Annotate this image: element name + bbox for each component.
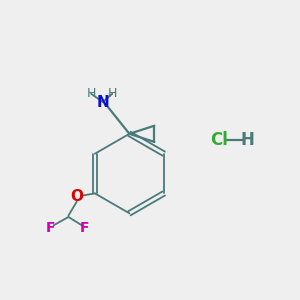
Text: O: O (70, 189, 83, 204)
Text: F: F (80, 221, 89, 235)
Text: H: H (240, 131, 254, 149)
Text: H: H (108, 87, 117, 100)
Text: H: H (86, 87, 96, 100)
Text: N: N (97, 94, 109, 110)
Text: F: F (46, 221, 56, 235)
Text: Cl: Cl (210, 131, 228, 149)
